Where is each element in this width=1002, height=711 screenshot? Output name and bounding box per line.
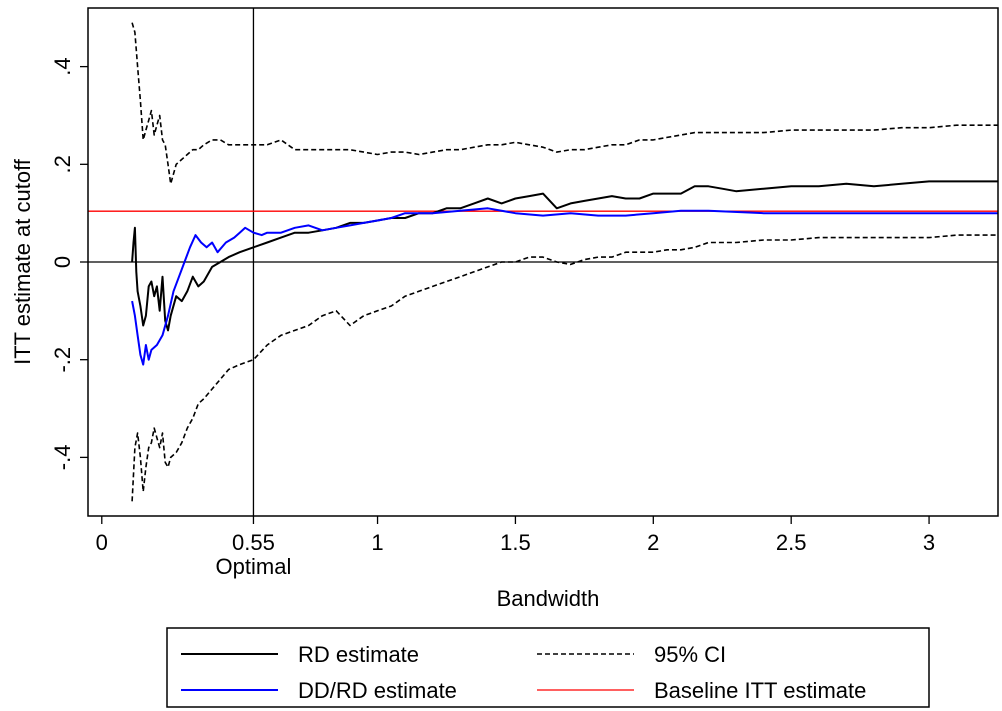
y-axis-title: ITT estimate at cutoff xyxy=(10,158,35,365)
x-tick-label: 3 xyxy=(923,530,935,555)
legend-box xyxy=(166,627,930,708)
series-layer xyxy=(88,8,998,516)
legend-label-baseline: Baseline ITT estimate xyxy=(654,678,866,703)
y-tick-label: -.2 xyxy=(50,347,75,373)
y-tick-label: -.4 xyxy=(50,445,75,471)
ticks-layer: 0 0.55 1 1.5 2 2.5 3 -.4 -.2 0 .2 .4 xyxy=(50,57,935,555)
x-tick-label: 0.55 xyxy=(232,530,275,555)
legend: RD estimate 95% CI DD/RD estimate Baseli… xyxy=(166,627,930,708)
legend-label-ci: 95% CI xyxy=(654,642,726,667)
series-line-95-ci-3 xyxy=(131,234,998,502)
y-tick-label: .4 xyxy=(50,57,75,75)
legend-label-rd: RD estimate xyxy=(298,642,419,667)
x-tick-label: 0 xyxy=(96,530,108,555)
x-axis-title: Bandwidth xyxy=(497,586,600,611)
x-tick-label: 2 xyxy=(647,530,659,555)
series-line-95-ci-2 xyxy=(131,22,998,185)
series-line-dd-rd-estimate-1 xyxy=(131,207,998,366)
x-tick-label: 2.5 xyxy=(776,530,807,555)
optimal-annotation: Optimal xyxy=(216,554,292,579)
legend-label-ddrd: DD/RD estimate xyxy=(298,678,457,703)
x-tick-label: 1.5 xyxy=(500,530,531,555)
x-tick-label: 1 xyxy=(371,530,383,555)
y-tick-label: .2 xyxy=(50,155,75,173)
y-tick-label: 0 xyxy=(50,256,75,268)
